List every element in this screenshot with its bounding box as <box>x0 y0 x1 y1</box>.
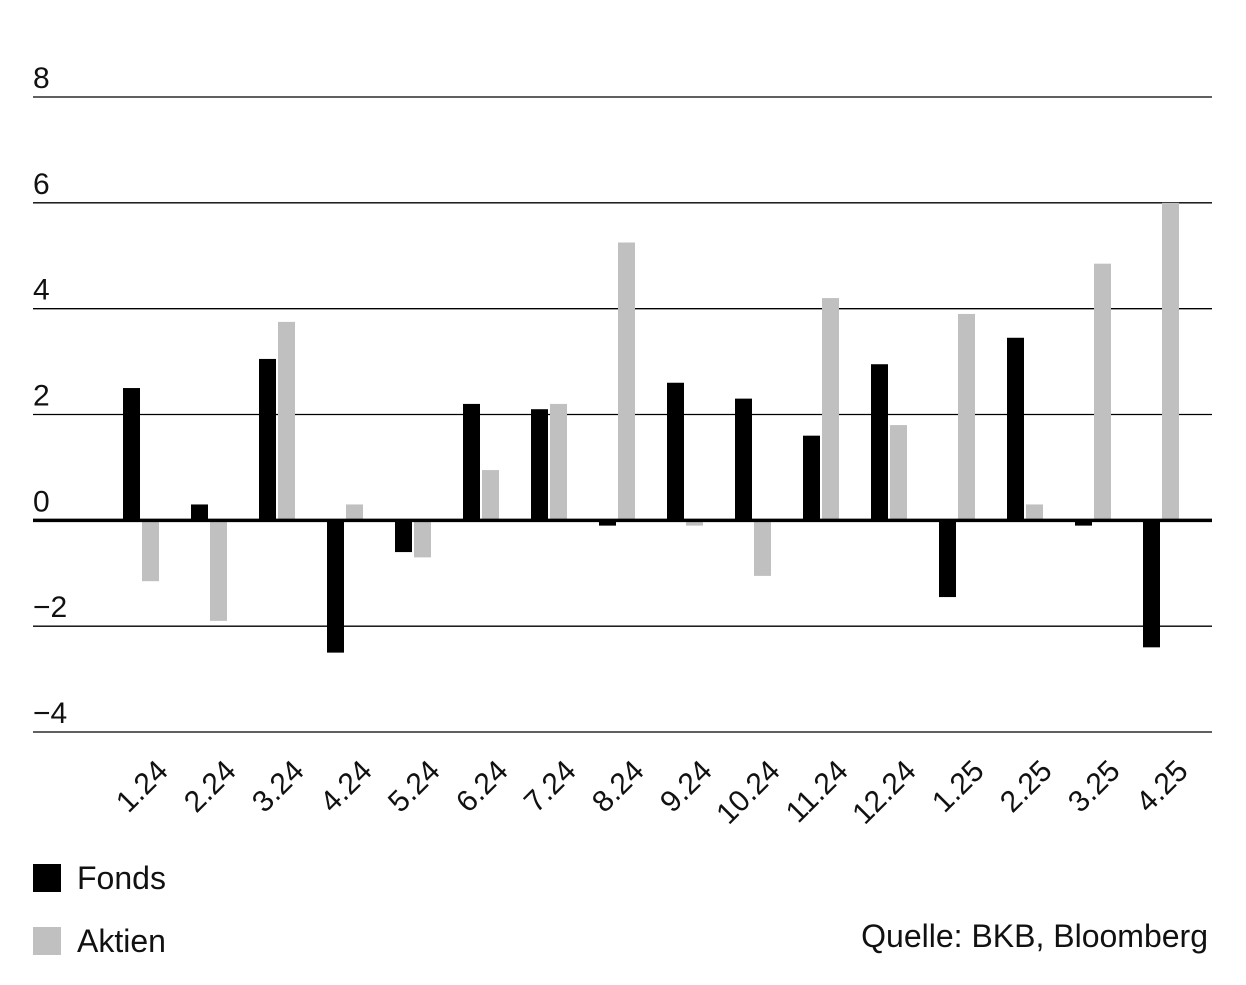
y-axis-tick-labels: 8 6 4 2 0 −2 −4 <box>33 62 67 730</box>
bar-aktien <box>822 298 839 521</box>
x-tick-label: 2.24 <box>178 754 243 819</box>
bar-aktien <box>618 242 635 521</box>
bar-fonds <box>531 409 548 521</box>
bar-aktien <box>210 520 227 621</box>
bar-fonds <box>259 358 276 521</box>
x-tick-label: 2.25 <box>994 754 1059 819</box>
bar-fonds <box>395 520 412 553</box>
x-tick-label: 4.25 <box>1130 754 1195 819</box>
bar-aktien <box>958 313 975 521</box>
bar-aktien <box>278 321 295 521</box>
bar-aktien <box>890 425 907 521</box>
bar-aktien <box>414 520 431 558</box>
bar-fonds <box>735 398 752 521</box>
x-tick-label: 10.24 <box>710 754 786 830</box>
bar-aktien <box>1162 202 1179 521</box>
x-tick-label: 5.24 <box>382 754 447 819</box>
x-tick-label: 6.24 <box>450 754 515 819</box>
y-tick-label: −4 <box>33 697 67 730</box>
bar-fonds <box>1143 520 1160 648</box>
bar-fonds <box>939 520 956 598</box>
x-tick-label: 8.24 <box>586 754 651 819</box>
bar-fonds <box>327 520 344 653</box>
legend-item-aktien: Aktien <box>33 921 166 961</box>
bar-aktien <box>1094 263 1111 521</box>
y-tick-label: 2 <box>33 380 50 413</box>
x-tick-label: 11.24 <box>780 754 855 829</box>
bars <box>123 202 1179 653</box>
legend: Fonds Aktien <box>33 858 166 984</box>
bar-aktien <box>482 470 499 521</box>
x-tick-label: 12.24 <box>846 754 922 830</box>
y-tick-label: 6 <box>33 168 50 201</box>
bar-fonds <box>191 504 208 521</box>
legend-swatch-fonds <box>33 864 61 892</box>
bar-fonds <box>871 364 888 521</box>
bar-fonds <box>1075 520 1092 526</box>
x-axis-tick-labels: 1.24 2.24 3.24 4.24 5.24 6.24 7.24 8.24 9.2410.2… <box>110 754 1195 830</box>
bar-aktien <box>346 504 363 521</box>
bar-fonds <box>599 520 616 526</box>
bar-fonds <box>667 382 684 521</box>
bar-aktien <box>142 520 159 582</box>
x-tick-label: 4.24 <box>314 754 379 819</box>
x-tick-label: 3.25 <box>1062 754 1127 819</box>
y-tick-label: 0 <box>33 485 50 518</box>
x-tick-label: 9.24 <box>654 754 719 819</box>
y-tick-label: 8 <box>33 62 50 95</box>
x-tick-label: 1.25 <box>926 754 991 819</box>
bar-fonds <box>803 435 820 521</box>
bar-fonds <box>1007 337 1024 521</box>
legend-label-aktien: Aktien <box>77 922 166 959</box>
y-tick-label: −2 <box>33 591 67 624</box>
x-tick-label: 7.24 <box>518 754 583 819</box>
bar-fonds <box>463 403 480 521</box>
bar-fonds <box>123 388 140 521</box>
legend-item-fonds: Fonds <box>33 858 166 898</box>
bar-aktien <box>550 403 567 521</box>
source-note: Quelle: BKB, Bloomberg <box>861 918 1208 954</box>
legend-label-fonds: Fonds <box>77 859 166 896</box>
y-tick-label: 4 <box>33 274 50 307</box>
legend-swatch-aktien <box>33 927 61 955</box>
x-tick-label: 1.24 <box>110 754 175 819</box>
x-tick-label: 3.24 <box>246 754 311 819</box>
bar-aktien <box>1026 504 1043 521</box>
bar-aktien <box>754 520 771 576</box>
bar-aktien <box>686 520 703 526</box>
